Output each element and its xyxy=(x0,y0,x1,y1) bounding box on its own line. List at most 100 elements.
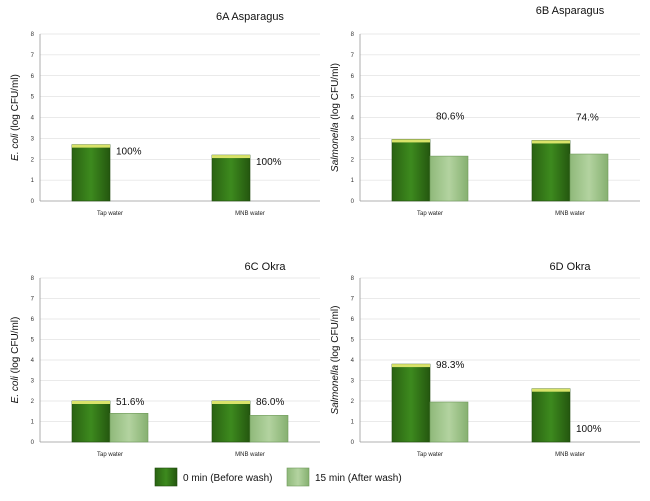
y-tick-label: 4 xyxy=(351,116,355,122)
bar-before-wash xyxy=(391,139,431,202)
bar-top-highlight xyxy=(532,140,570,144)
y-axis-label-unit: (log CFU/ml) xyxy=(10,74,21,133)
y-tick-label: 4 xyxy=(351,358,355,364)
bar-top-highlight xyxy=(392,364,430,368)
y-tick-label: 4 xyxy=(31,358,35,364)
reduction-percent-label: 80.6% xyxy=(436,111,464,122)
reduction-percent-label: 98.3% xyxy=(436,360,464,371)
bar-after-wash xyxy=(569,153,609,202)
y-tick-label: 4 xyxy=(31,116,35,122)
y-tick-label: 0 xyxy=(31,440,35,446)
y-axis-label: Salmonella (log CFU/ml) xyxy=(330,63,341,172)
y-tick-label: 0 xyxy=(351,199,355,205)
bar-top-highlight xyxy=(72,401,110,404)
x-category-label: Tap water xyxy=(417,211,443,217)
bar-before-wash xyxy=(531,388,571,443)
legend-label-before: 0 min (Before wash) xyxy=(183,473,272,484)
chart-panel-1: 0 1 2 3 4 5 6 7 8 6A Asparagus E. coli (log CFU/ml… xyxy=(10,11,320,217)
y-tick-label: 7 xyxy=(351,297,355,303)
y-axis-label-organism: E. coli xyxy=(10,375,21,403)
reduction-percent-label: 100% xyxy=(256,157,282,168)
y-axis-label: E. coli (log CFU/ml) xyxy=(10,74,21,161)
y-tick-label: 2 xyxy=(31,157,35,163)
panel-title: 6C Okra xyxy=(245,261,287,273)
panel-title: 6D Okra xyxy=(550,261,592,273)
y-axis-label-unit: (log CFU/ml) xyxy=(330,306,341,365)
bar-after-wash xyxy=(429,401,469,443)
y-tick-label: 8 xyxy=(351,32,355,38)
legend-swatch-before xyxy=(154,467,178,487)
x-category-label: Tap water xyxy=(97,211,123,217)
y-tick-label: 2 xyxy=(31,399,35,405)
legend: 0 min (Before wash) 15 min (After wash) xyxy=(154,467,402,487)
panel-title: 6B Asparagus xyxy=(536,5,605,17)
reduction-percent-label: 100% xyxy=(116,147,142,158)
bar-after-wash xyxy=(249,415,289,443)
y-tick-label: 6 xyxy=(351,74,355,80)
y-tick-label: 0 xyxy=(31,199,35,205)
y-tick-label: 1 xyxy=(31,420,35,426)
bar-top-highlight xyxy=(212,155,250,159)
y-axis-label-unit: (log CFU/ml) xyxy=(330,63,341,122)
x-category-label: MNB water xyxy=(555,211,585,217)
bar-top-highlight xyxy=(72,144,110,148)
bar-before-wash xyxy=(531,140,571,202)
x-category-label: MNB water xyxy=(235,452,265,458)
bar-before-wash xyxy=(71,144,111,202)
chart-panel-3: 0 1 2 3 4 5 6 7 8 6C Okra E. coli (log CFU/ml) Tap … xyxy=(10,261,320,458)
reduction-percent-label: 86.0% xyxy=(256,397,284,408)
y-axis-label-organism: Salmonella xyxy=(330,365,341,415)
x-category-label: MNB water xyxy=(235,211,265,217)
y-tick-label: 5 xyxy=(31,95,35,101)
y-tick-label: 1 xyxy=(351,420,355,426)
y-axis-label-organism: E. coli xyxy=(10,133,21,161)
bar-top-highlight xyxy=(212,401,250,404)
bar-after-wash xyxy=(429,155,469,202)
bar-top-highlight xyxy=(532,388,570,392)
legend-label-after: 15 min (After wash) xyxy=(315,473,402,484)
y-axis-label-organism: Salmonella xyxy=(330,122,341,172)
y-tick-label: 5 xyxy=(31,338,35,344)
y-tick-label: 8 xyxy=(31,32,35,38)
y-tick-label: 8 xyxy=(351,276,355,282)
y-tick-label: 6 xyxy=(351,317,355,323)
y-tick-label: 1 xyxy=(31,178,35,184)
reduction-percent-label: 51.6% xyxy=(116,397,144,408)
bar-before-wash xyxy=(211,154,251,202)
bar-before-wash xyxy=(391,363,431,443)
y-axis-label-unit: (log CFU/ml) xyxy=(10,317,21,376)
y-tick-label: 6 xyxy=(31,317,35,323)
panel-title: 6A Asparagus xyxy=(216,11,284,23)
chart-panel-2: 0 1 2 3 4 5 6 7 8 6B Asparagus Salmonella (log CFU… xyxy=(330,5,640,217)
y-tick-label: 6 xyxy=(31,74,35,80)
y-tick-label: 7 xyxy=(351,53,355,59)
y-tick-label: 3 xyxy=(31,379,35,385)
y-tick-label: 0 xyxy=(351,440,355,446)
y-tick-label: 8 xyxy=(31,276,35,282)
bar-after-wash xyxy=(109,412,149,443)
bar-top-highlight xyxy=(392,139,430,143)
x-category-label: Tap water xyxy=(97,452,123,458)
chart-panel-4: 0 1 2 3 4 5 6 7 8 6D Okra Salmonella (log CFU/ml) T… xyxy=(330,261,640,458)
x-category-label: MNB water xyxy=(555,452,585,458)
bar-before-wash xyxy=(71,400,111,443)
y-tick-label: 7 xyxy=(31,53,35,59)
reduction-percent-label: 100% xyxy=(576,424,602,435)
y-axis-label: E. coli (log CFU/ml) xyxy=(10,317,21,404)
y-axis-label: Salmonella (log CFU/ml) xyxy=(330,306,341,415)
chart-panels: 0 1 2 3 4 5 6 7 8 6A Asparagus E. coli (log CFU/ml… xyxy=(10,5,640,458)
legend-swatch-after xyxy=(286,467,310,487)
x-category-label: Tap water xyxy=(417,452,443,458)
y-tick-label: 2 xyxy=(351,157,355,163)
y-tick-label: 2 xyxy=(351,399,355,405)
y-tick-label: 5 xyxy=(351,95,355,101)
y-tick-label: 3 xyxy=(31,136,35,142)
y-tick-label: 7 xyxy=(31,297,35,303)
y-tick-label: 3 xyxy=(351,136,355,142)
y-tick-label: 5 xyxy=(351,338,355,344)
y-tick-label: 1 xyxy=(351,178,355,184)
reduction-percent-label: 74.% xyxy=(576,112,599,123)
bar-before-wash xyxy=(211,400,251,443)
y-tick-label: 3 xyxy=(351,379,355,385)
